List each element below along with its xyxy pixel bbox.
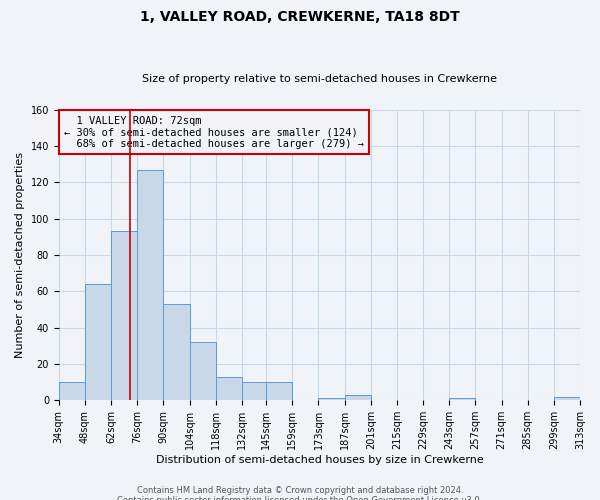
Bar [554,396,580,400]
Bar [319,398,344,400]
Bar [111,232,137,400]
Bar [216,376,242,400]
Bar [344,395,371,400]
Bar [59,382,85,400]
Bar [449,398,475,400]
Title: Size of property relative to semi-detached houses in Crewkerne: Size of property relative to semi-detach… [142,74,497,84]
Y-axis label: Number of semi-detached properties: Number of semi-detached properties [15,152,25,358]
Bar [242,382,266,400]
Bar [137,170,163,400]
Text: Contains HM Land Registry data © Crown copyright and database right 2024.: Contains HM Land Registry data © Crown c… [137,486,463,495]
Bar [163,304,190,400]
Text: Contains public sector information licensed under the Open Government Licence v3: Contains public sector information licen… [118,496,482,500]
X-axis label: Distribution of semi-detached houses by size in Crewkerne: Distribution of semi-detached houses by … [155,455,483,465]
Bar [190,342,216,400]
Bar [266,382,292,400]
Text: 1 VALLEY ROAD: 72sqm
← 30% of semi-detached houses are smaller (124)
  68% of se: 1 VALLEY ROAD: 72sqm ← 30% of semi-detac… [64,116,364,149]
Text: 1, VALLEY ROAD, CREWKERNE, TA18 8DT: 1, VALLEY ROAD, CREWKERNE, TA18 8DT [140,10,460,24]
Bar [85,284,111,400]
